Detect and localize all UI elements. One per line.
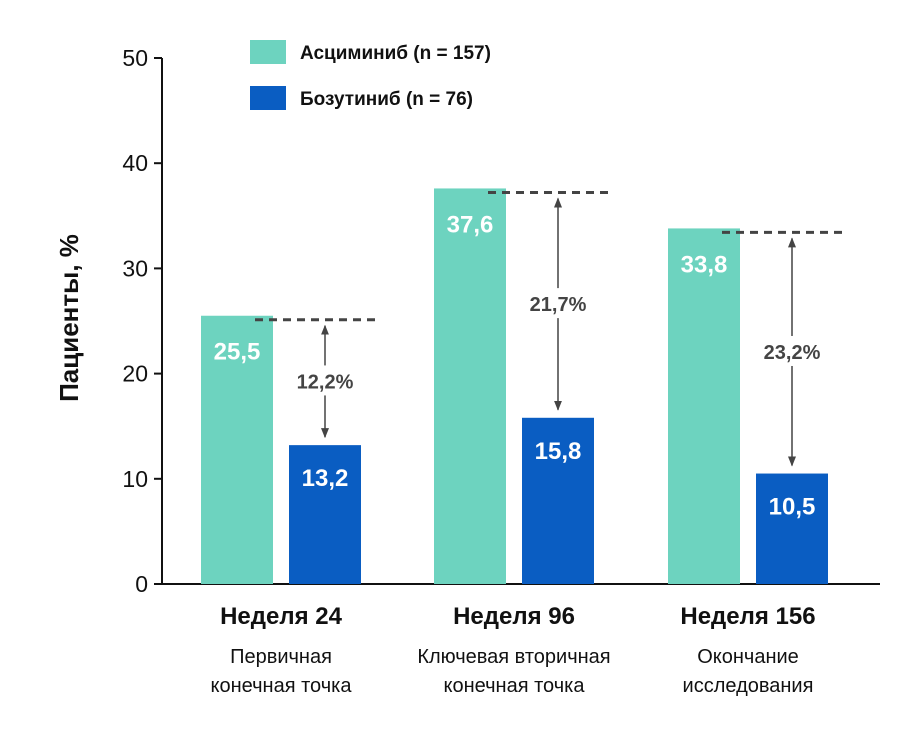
difference-label: 21,7% (530, 294, 587, 316)
y-tick-label: 20 (122, 361, 148, 387)
difference-label: 12,2% (297, 371, 354, 393)
x-tick-sublabel: Ключевая вторичная (417, 646, 610, 668)
y-tick-label: 50 (122, 45, 148, 71)
x-tick-sublabel: конечная точка (211, 675, 353, 697)
x-tick-label: Неделя 96 (453, 603, 575, 630)
bar-bosutinib (756, 473, 828, 584)
y-tick-label: 40 (122, 150, 148, 176)
x-tick-label: Неделя 156 (680, 603, 815, 630)
x-axis-labels: Неделя 24 Первичная конечная точка Неделя 9… (211, 603, 816, 697)
axes: 0 10 20 30 40 50 (122, 45, 880, 597)
y-tick-label: 0 (135, 571, 148, 597)
x-tick-sublabel: Окончание (697, 646, 799, 668)
legend-swatch (250, 86, 286, 110)
data-label-asciminib: 37,6 (447, 211, 494, 238)
legend: Асциминиб (n = 157) Бозутиниб (n = 76) (250, 40, 491, 110)
x-tick-label: Неделя 24 (220, 603, 343, 630)
data-label-bosutinib: 10,5 (769, 494, 816, 521)
difference-label: 23,2% (764, 342, 821, 364)
bar-asciminib (434, 188, 506, 584)
y-axis-label: Пациенты, % (54, 234, 84, 402)
bar-asciminib (668, 228, 740, 584)
data-label-asciminib: 25,5 (214, 339, 261, 366)
difference-label-background (518, 288, 598, 319)
bar-bosutinib (522, 417, 594, 584)
y-tick-label: 10 (122, 466, 148, 492)
data-label-bosutinib: 13,2 (302, 465, 349, 492)
x-tick-sublabel: Первичная (230, 646, 332, 668)
bar-asciminib (201, 315, 273, 584)
difference-label-background (752, 335, 832, 366)
legend-swatch (250, 40, 286, 64)
legend-label: Асциминиб (n = 157) (300, 43, 491, 64)
bars: 25,5 13,2 37,6 15,8 33,8 10,5 (201, 188, 828, 584)
difference-label-background (285, 365, 365, 396)
x-tick-sublabel: исследования (683, 675, 814, 697)
bar-bosutinib (289, 445, 361, 584)
legend-label: Бозутиниб (n = 76) (300, 89, 473, 110)
data-label-bosutinib: 15,8 (535, 438, 582, 465)
difference-annotations: 12,2% 21,7% 23,2% (255, 190, 844, 467)
y-tick-label: 30 (122, 255, 148, 281)
x-tick-sublabel: конечная точка (444, 675, 586, 697)
data-label-asciminib: 33,8 (681, 251, 728, 278)
